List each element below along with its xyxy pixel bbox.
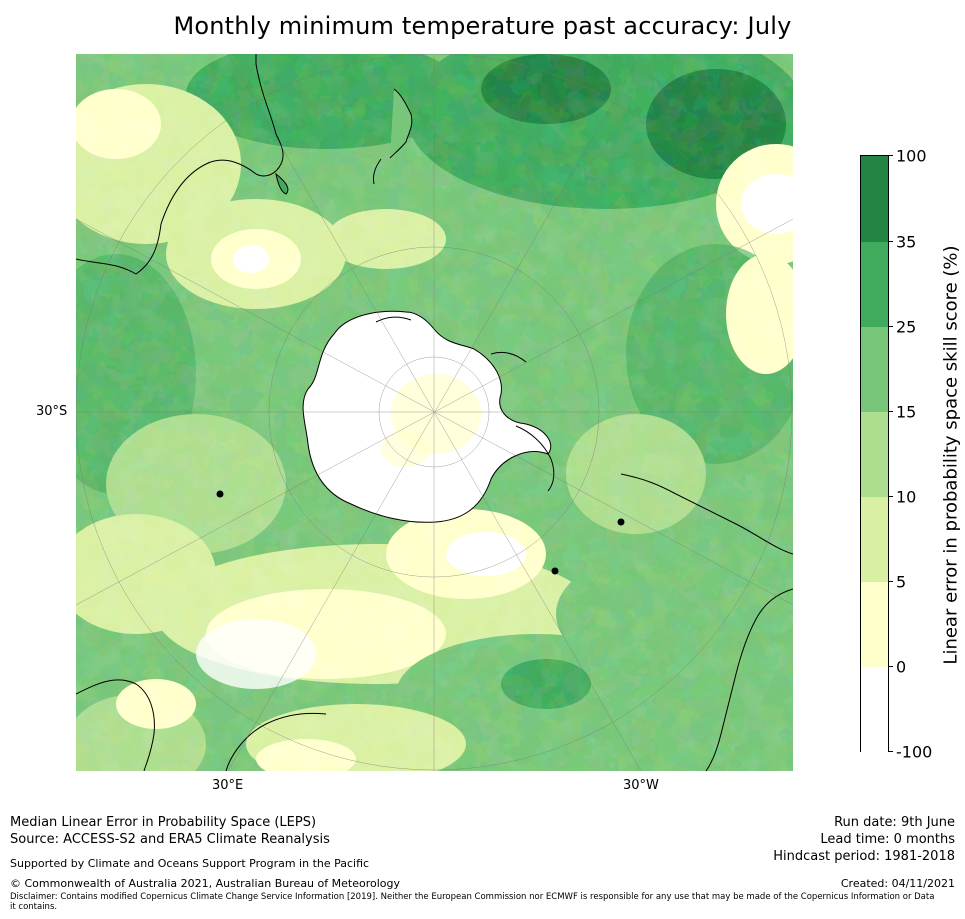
colorbar-tick-label: 0 [896, 657, 907, 677]
skill-score-map [76, 54, 793, 771]
coastlines [76, 54, 793, 771]
method-text: Median Linear Error in Probability Space… [10, 815, 317, 830]
hindcast-text: Hindcast period: 1981-2018 [773, 849, 955, 864]
map-panel [76, 54, 793, 771]
footer-right: Run date: 9th June Lead time: 0 months H… [773, 814, 955, 865]
colorbar-tick-label: -100 [896, 742, 933, 762]
source-text: Source: ACCESS-S2 and ERA5 Climate Reana… [10, 832, 330, 847]
colorbar-bin-15-25 [861, 327, 888, 412]
colorbar [860, 155, 889, 753]
antarctica [302, 310, 555, 523]
colorbar-tickmark [889, 241, 893, 242]
colorbar-tickmark [889, 581, 893, 582]
coast-africa [76, 679, 155, 771]
coast-south-america [620, 473, 793, 555]
coast-australia [76, 54, 284, 275]
colorbar-tick-label: 5 [896, 572, 907, 592]
lat-label-30s: 30°S [36, 404, 68, 419]
colorbar-tick-label: 100 [896, 146, 927, 166]
island-falklands [617, 518, 625, 526]
footer-left: Median Linear Error in Probability Space… [10, 814, 330, 848]
chart-title: Monthly minimum temperature past accurac… [173, 12, 792, 40]
disclaimer-text: Disclaimer: Contains modified Copernicus… [10, 892, 935, 912]
colorbar-tick-label: 15 [896, 402, 917, 422]
colorbar-tickmark [889, 496, 893, 497]
graticule [76, 54, 793, 771]
colorbar-tickmark [889, 326, 893, 327]
created-text: Created: 04/11/2021 [840, 877, 955, 890]
copyright-text: © Commonwealth of Australia 2021, Austra… [10, 877, 400, 890]
colorbar-tick-label: 35 [896, 232, 917, 252]
colorbar-label: Linear error in probability space skill … [940, 245, 962, 665]
island-kerguelen [216, 490, 224, 498]
colorbar-bin-0-5 [861, 582, 888, 667]
colorbar-tick-label: 10 [896, 487, 917, 507]
colorbar-bin-10-15 [861, 412, 888, 497]
colorbar-bin-neg100-0 [861, 667, 888, 753]
lon-label-30w: 30°W [623, 778, 659, 793]
support-text: Supported by Climate and Oceans Support … [10, 857, 370, 870]
lon-label-30e: 30°E [212, 778, 244, 793]
lead-time-text: Lead time: 0 months [820, 832, 955, 847]
colorbar-tickmark [889, 666, 893, 667]
colorbar-tickmark [889, 411, 893, 412]
colorbar-bin-35-100 [861, 156, 888, 242]
run-date-text: Run date: 9th June [834, 815, 955, 830]
coast-new-zealand [389, 88, 413, 159]
colorbar-tick-label: 25 [896, 317, 917, 337]
colorbar-bin-5-10 [861, 497, 888, 582]
colorbar-bin-25-35 [861, 242, 888, 327]
colorbar-tickmark [889, 155, 893, 156]
island-south-georgia [551, 567, 559, 575]
colorbar-tickmark [889, 751, 893, 752]
